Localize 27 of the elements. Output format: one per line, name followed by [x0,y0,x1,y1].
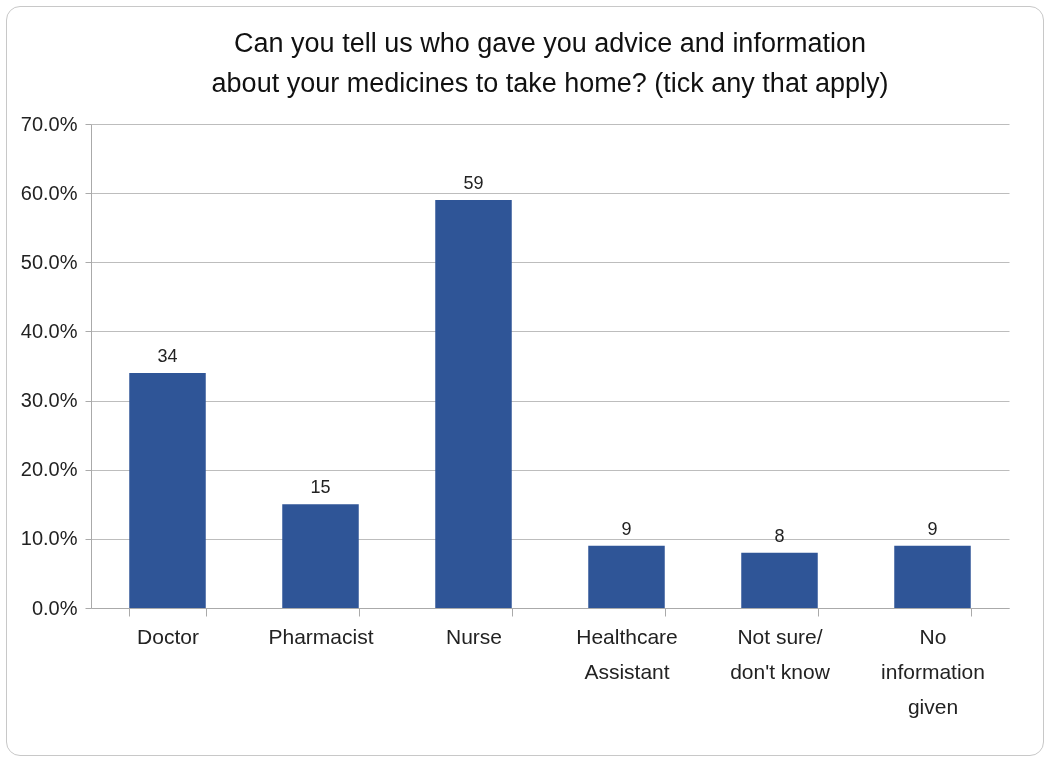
x-tick-label: Nurse [445,624,503,648]
data-label: 8 [774,525,785,546]
bar [282,504,359,608]
bar [741,552,818,608]
y-tick-label: 70.0% [20,112,78,135]
y-tick-label: 60.0% [20,181,78,204]
y-tick-label: 50.0% [20,250,78,273]
x-tick-label: Pharmacist [268,624,374,648]
data-label: 9 [927,518,938,539]
bar [588,545,665,608]
x-tick-label: Healthcare Assistant [576,624,678,683]
chart-title: Can you tell us who gave you advice and information about your medicines to take home? (tick any that apply) [211,28,889,98]
data-label: 15 [310,477,331,498]
x-tick-label: Not sure/ don't know [730,624,831,683]
x-tick-label: No information given [881,624,985,718]
y-tick-label: 0.0% [31,596,78,619]
y-tick-label: 30.0% [20,389,78,412]
y-tick-label: 10.0% [20,527,78,550]
x-tick-label: Doctor [137,624,199,648]
bar [435,200,512,608]
data-label: 34 [157,345,178,366]
data-label: 9 [621,518,632,539]
bar [894,545,971,608]
y-tick-label: 40.0% [20,319,78,342]
data-label: 59 [463,173,484,194]
y-tick-label: 20.0% [20,458,78,481]
bar [129,372,206,608]
